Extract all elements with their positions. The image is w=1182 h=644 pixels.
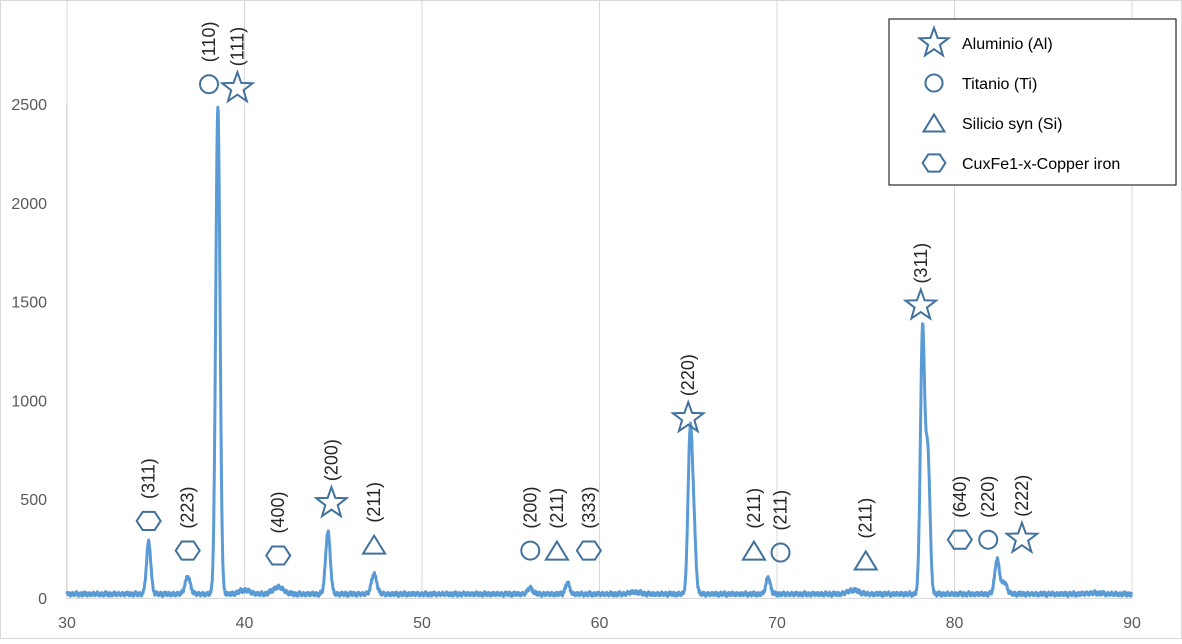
star-icon	[670, 399, 707, 434]
legend-item: Silicio syn (Si)	[921, 112, 1062, 133]
triangle-icon	[921, 112, 947, 133]
star-icon	[902, 286, 939, 321]
y-tick-label: 2500	[11, 97, 47, 114]
legend-label: Silicio syn (Si)	[962, 116, 1062, 133]
peak-annotation: (200)	[313, 439, 350, 519]
legend-item: Aluminio (Al)	[916, 24, 1053, 58]
peak-annotation: (200)	[520, 487, 541, 561]
peak-annotation: (640)	[946, 476, 974, 550]
peak-label: (400)	[268, 491, 288, 533]
peak-annotation: (211)	[852, 498, 879, 571]
peak-annotation: (211)	[741, 488, 767, 561]
triangle-icon	[741, 539, 767, 561]
x-tick-label: 70	[768, 615, 786, 632]
legend-label: Aluminio (Al)	[962, 36, 1053, 53]
hexagon-icon	[265, 545, 292, 566]
legend-box	[888, 18, 1177, 186]
hexagon-icon	[174, 540, 201, 561]
circle-icon	[924, 73, 944, 93]
star-icon	[1003, 519, 1041, 555]
peak-label: (223)	[178, 487, 198, 529]
hexagon-icon	[921, 153, 947, 173]
x-tick-label: 40	[236, 615, 254, 632]
peak-label: (311)	[139, 458, 159, 499]
peak-label: (640)	[950, 476, 970, 518]
annotation-layer: (311) (223) (110) (111) (400) (200) (211) (200)…	[135, 22, 1041, 571]
axis-layer: 30 40 50 60 70 80 90 0 500 1000 1500 2000 2500	[11, 97, 1141, 632]
peak-annotation: (220)	[978, 476, 999, 550]
circle-icon	[199, 74, 219, 95]
peak-annotation: (223)	[174, 487, 201, 561]
peak-annotation: (311)	[135, 458, 162, 531]
peak-label: (211)	[744, 488, 764, 529]
x-tick-label: 80	[946, 615, 964, 632]
peak-annotation: (400)	[265, 491, 292, 566]
star-icon	[219, 69, 256, 104]
peak-annotation: (311)	[902, 243, 939, 321]
hexagon-icon	[946, 529, 974, 550]
series-layer	[65, 105, 1134, 599]
peak-label: (200)	[321, 439, 341, 481]
peak-label: (111)	[227, 27, 247, 66]
hexagon-icon	[135, 510, 162, 531]
triangle-icon	[544, 539, 570, 561]
triangle-icon	[361, 533, 387, 555]
legend-item: CuxFe1-x-Copper iron	[921, 153, 1120, 173]
peak-annotation: (211)	[361, 482, 387, 555]
star-icon	[916, 24, 952, 58]
peak-label: (333)	[579, 487, 599, 529]
peak-label: (211)	[856, 498, 876, 539]
hexagon-icon	[575, 540, 603, 561]
peak-label: (220)	[978, 476, 998, 518]
y-tick-label: 2000	[11, 196, 47, 213]
peak-label: (220)	[678, 354, 698, 396]
series-line-0	[65, 105, 1134, 599]
peak-label: (110)	[199, 22, 219, 63]
y-tick-label: 500	[20, 492, 47, 509]
x-tick-label: 30	[58, 615, 76, 632]
legend: Aluminio (Al) Titanio (Ti) Silicio syn (Si…	[888, 18, 1177, 186]
peak-label: (211)	[547, 488, 567, 529]
peak-label: (311)	[911, 243, 931, 284]
peak-label: (222)	[1012, 475, 1032, 517]
star-icon	[313, 484, 350, 519]
peak-annotation: (211)	[544, 488, 570, 561]
peak-label: (211)	[364, 482, 384, 523]
peak-label: (211)	[771, 490, 791, 531]
triangle-icon	[852, 549, 879, 571]
x-tick-label: 90	[1123, 615, 1141, 632]
x-tick-label: 50	[413, 615, 431, 632]
legend-label: CuxFe1-x-Copper iron	[962, 156, 1120, 173]
y-tick-label: 1500	[11, 295, 47, 312]
y-tick-label: 1000	[11, 393, 47, 410]
peak-annotation: (333)	[575, 487, 603, 561]
peak-annotation: (222)	[1003, 475, 1041, 555]
peak-annotation: (220)	[670, 354, 707, 434]
legend-item: Titanio (Ti)	[924, 73, 1037, 93]
peak-label: (200)	[520, 487, 540, 529]
circle-icon	[770, 542, 791, 563]
y-tick-label: 0	[38, 591, 47, 608]
circle-icon	[520, 540, 541, 561]
legend-label: Titanio (Ti)	[962, 76, 1037, 93]
peak-annotation: (111)	[219, 27, 256, 104]
x-tick-label: 60	[591, 615, 609, 632]
peak-annotation: (211)	[770, 490, 791, 563]
circle-icon	[978, 529, 999, 550]
peak-annotation: (110)	[199, 22, 219, 95]
